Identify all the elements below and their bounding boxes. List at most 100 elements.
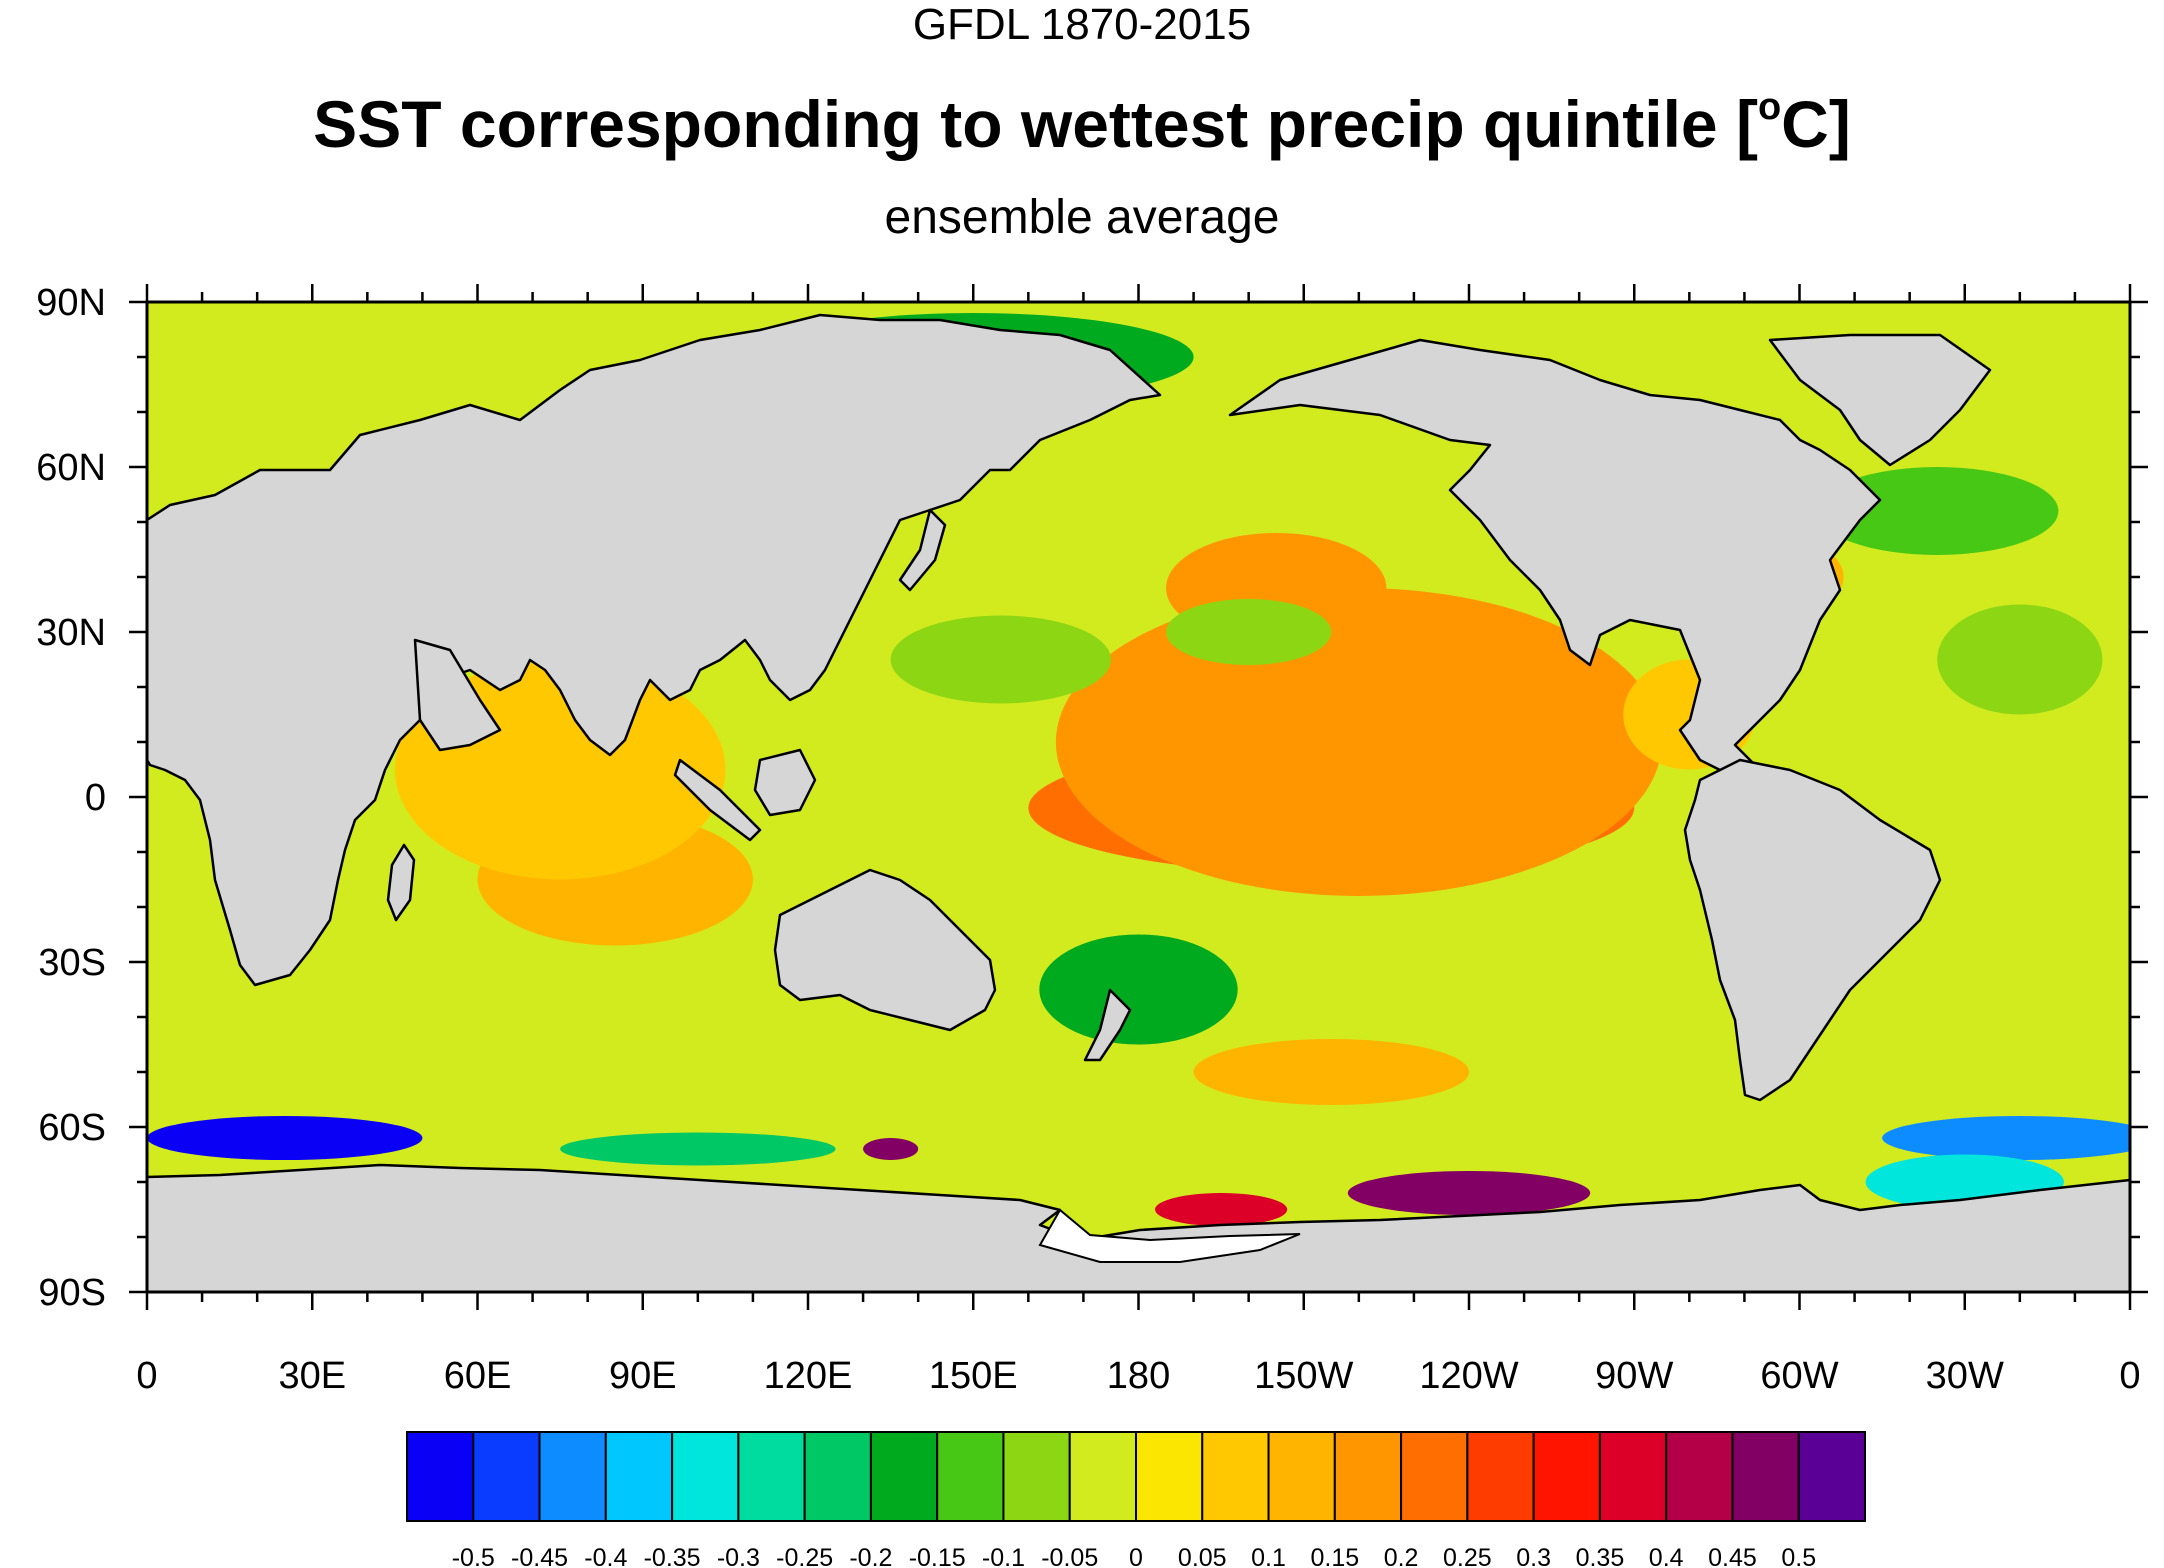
- colorbar-labels: -0.5 -0.45 -0.4 -0.35 -0.3 -0.25 -0.2 -0.15 -0.1…: [452, 1544, 1816, 1568]
- colorbar-label: -0.35: [644, 1544, 701, 1568]
- sst-anomaly-region: [1055, 588, 1662, 896]
- land-south-america: [1683, 758, 1942, 1102]
- colorbar-label: -0.5: [452, 1544, 495, 1568]
- colorbar-label: 0.1: [1251, 1544, 1286, 1568]
- land-antarctica: [147, 1163, 2130, 1292]
- colorbar-label: 0.4: [1649, 1544, 1684, 1568]
- colorbar-swatch: [869, 1431, 939, 1522]
- sub-title: ensemble average: [884, 191, 1280, 244]
- lon-tick-label: 30W: [1926, 1355, 2004, 1397]
- colorbar-swatch: [1665, 1431, 1734, 1522]
- lat-tick-label: 60S: [38, 1107, 106, 1149]
- colorbar-label: -0.2: [849, 1544, 892, 1568]
- lon-tick-label: 0: [136, 1355, 157, 1397]
- sst-anomaly-region: [1166, 599, 1332, 665]
- colorbar-label: -0.4: [584, 1544, 627, 1568]
- land-north-america: [1228, 338, 1882, 782]
- lon-tick-label: 60E: [444, 1355, 512, 1397]
- land-japan: [898, 508, 947, 592]
- colorbar-label: -0.1: [982, 1544, 1025, 1568]
- longitude-labels: 0 30E 60E 90E 120E 150E 180 150W 120W 90W 60W 30W 0: [136, 1355, 2140, 1397]
- colorbar-label: 0.3: [1516, 1544, 1551, 1568]
- land-eurasia-africa: [147, 313, 1162, 987]
- missing-data-fringe: [1038, 1208, 1301, 1263]
- latitude-labels: 90N 60N 30N 0 30S 60S 90S: [36, 282, 106, 1314]
- sst-anomaly-region: [1816, 467, 2059, 555]
- sst-anomaly-region: [890, 615, 1111, 704]
- lat-tick-label: 0: [85, 777, 106, 819]
- land-layer: [147, 313, 2130, 1292]
- degree-superscript: o: [1757, 86, 1782, 128]
- colorbar-label: -0.15: [909, 1544, 966, 1568]
- sst-anomaly-region: [560, 1132, 836, 1166]
- lon-tick-label: 120E: [764, 1355, 853, 1397]
- colorbar-swatch: [1267, 1431, 1336, 1522]
- sst-anomaly-region: [1882, 1116, 2130, 1160]
- lon-tick-label: 180: [1107, 1355, 1170, 1397]
- lat-tick-label: 30S: [38, 942, 106, 984]
- main-title-text: SST corresponding to wettest precip quin…: [313, 87, 1758, 161]
- sst-anomaly-region: [1193, 1039, 1469, 1105]
- tick-marks: [129, 284, 2148, 1310]
- lon-tick-label: 60W: [1760, 1355, 1838, 1397]
- main-title-unit: C]: [1781, 87, 1851, 161]
- colorbar-label: 0.05: [1178, 1544, 1227, 1568]
- colorbar-label: -0.25: [776, 1544, 833, 1568]
- colorbar-swatch: [1532, 1431, 1601, 1522]
- lon-tick-label: 120W: [1419, 1355, 1518, 1397]
- colorbar-swatch: [1002, 1431, 1071, 1522]
- colorbar-label: 0.35: [1576, 1544, 1625, 1568]
- lat-tick-label: 90S: [38, 1272, 106, 1314]
- colorbar-swatch: [1135, 1431, 1204, 1522]
- colorbar-swatch: [1333, 1431, 1403, 1522]
- colorbar-label: 0.15: [1310, 1544, 1359, 1568]
- sst-anomaly-region: [1937, 604, 2103, 715]
- main-title: SST corresponding to wettest precip quin…: [0, 86, 2164, 162]
- colorbar-swatch: [406, 1431, 475, 1522]
- colorbar-label: 0.2: [1384, 1544, 1419, 1568]
- lon-tick-label: 30E: [278, 1355, 346, 1397]
- lat-tick-label: 30N: [36, 612, 106, 654]
- lon-tick-label: 150E: [929, 1355, 1018, 1397]
- colorbar-label: -0.3: [717, 1544, 760, 1568]
- colorbar-swatch: [737, 1431, 806, 1522]
- land-borneo: [753, 748, 817, 817]
- land-sumatra: [673, 758, 762, 842]
- sst-anomaly-region: [1039, 934, 1238, 1045]
- land-australia: [773, 868, 997, 1032]
- colorbar-swatch: [1466, 1431, 1535, 1522]
- colorbar-swatch: [1598, 1431, 1668, 1522]
- lat-tick-label: 60N: [36, 447, 106, 489]
- lat-tick-label: 90N: [36, 282, 106, 324]
- colorbar-swatch: [1797, 1431, 1867, 1522]
- lon-tick-label: 90E: [609, 1355, 677, 1397]
- colorbar-label: -0.05: [1041, 1544, 1098, 1568]
- colorbar-swatch: [604, 1431, 674, 1522]
- top-title: GFDL 1870-2015: [912, 0, 1252, 49]
- colorbar: [406, 1431, 1867, 1522]
- sst-anomaly-region: [1347, 1171, 1591, 1215]
- colorbar-label: -0.45: [511, 1544, 568, 1568]
- lon-tick-label: 0: [2119, 1355, 2140, 1397]
- colorbar-label: 0: [1129, 1544, 1143, 1568]
- colorbar-swatch: [1400, 1431, 1469, 1522]
- sst-anomaly-region: [147, 1116, 423, 1160]
- sst-anomaly-region: [863, 1138, 919, 1160]
- land-arabia: [413, 638, 502, 752]
- sst-anomaly-region: [1155, 1193, 1288, 1226]
- colorbar-label: 0.25: [1443, 1544, 1492, 1568]
- colorbar-swatch: [936, 1431, 1005, 1522]
- land-greenland: [1768, 333, 1992, 467]
- colorbar-label: 0.5: [1781, 1544, 1816, 1568]
- colorbar-swatch: [1201, 1431, 1270, 1522]
- colorbar-swatch: [1068, 1431, 1138, 1522]
- land-new-zealand: [1083, 988, 1132, 1062]
- colorbar-swatch: [538, 1431, 607, 1522]
- lon-tick-label: 90W: [1595, 1355, 1673, 1397]
- land-madagascar: [386, 843, 416, 922]
- colorbar-label: 0.45: [1708, 1544, 1757, 1568]
- colorbar-swatch: [1731, 1431, 1800, 1522]
- colorbar-swatch: [803, 1431, 872, 1522]
- colorbar-swatch: [671, 1431, 740, 1522]
